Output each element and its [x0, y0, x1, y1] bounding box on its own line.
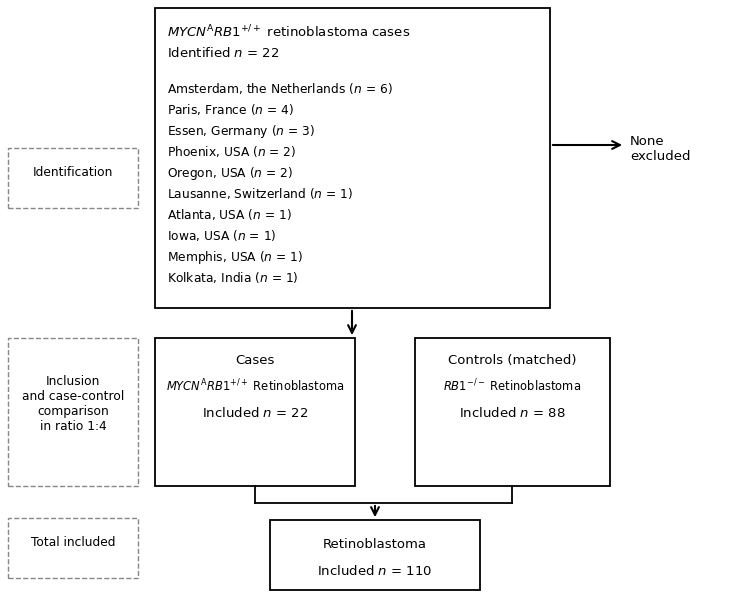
Text: Controls (matched): Controls (matched) — [448, 354, 576, 367]
Text: Retinoblastoma: Retinoblastoma — [323, 538, 427, 551]
Text: Oregon, USA ($\mathit{n}$ = 2): Oregon, USA ($\mathit{n}$ = 2) — [167, 165, 293, 182]
Text: Lausanne, Switzerland ($\mathit{n}$ = 1): Lausanne, Switzerland ($\mathit{n}$ = 1) — [167, 186, 353, 201]
Text: Memphis, USA ($\mathit{n}$ = 1): Memphis, USA ($\mathit{n}$ = 1) — [167, 249, 303, 266]
Text: Included $\mathit{n}$ = 22: Included $\mathit{n}$ = 22 — [202, 406, 308, 420]
Text: Inclusion
and case-control
comparison
in ratio 1:4: Inclusion and case-control comparison in… — [22, 375, 125, 433]
Bar — [8, 518, 138, 578]
Bar — [8, 148, 138, 208]
Text: Total included: Total included — [31, 536, 115, 549]
Text: Included $\mathit{n}$ = 88: Included $\mathit{n}$ = 88 — [459, 406, 566, 420]
Text: Phoenix, USA ($\mathit{n}$ = 2): Phoenix, USA ($\mathit{n}$ = 2) — [167, 144, 296, 159]
Text: $\mathit{RB1}^{-/-}$ Retinoblastoma: $\mathit{RB1}^{-/-}$ Retinoblastoma — [443, 378, 581, 394]
Text: $\mathit{MYCN}^{\mathrm{A}}\mathit{RB1}^{+/+}$ Retinoblastoma: $\mathit{MYCN}^{\mathrm{A}}\mathit{RB1}^… — [166, 378, 344, 394]
Bar — [270, 520, 480, 590]
Bar — [415, 338, 610, 486]
Bar — [155, 8, 550, 308]
Text: None
excluded: None excluded — [630, 135, 691, 163]
Text: Identified $\mathit{n}$ = 22: Identified $\mathit{n}$ = 22 — [167, 46, 279, 60]
Text: Amsterdam, the Netherlands ($\mathit{n}$ = 6): Amsterdam, the Netherlands ($\mathit{n}$… — [167, 81, 393, 96]
Text: Identification: Identification — [33, 166, 113, 179]
Bar — [8, 338, 138, 486]
Text: Included $\mathit{n}$ = 110: Included $\mathit{n}$ = 110 — [317, 564, 433, 578]
Text: Essen, Germany ($\mathit{n}$ = 3): Essen, Germany ($\mathit{n}$ = 3) — [167, 123, 315, 140]
Bar — [155, 338, 355, 486]
Text: $\mathit{MYCN}^{\mathrm{A}}\mathit{RB1}^{+/+}$ retinoblastoma cases: $\mathit{MYCN}^{\mathrm{A}}\mathit{RB1}^… — [167, 24, 410, 40]
Text: Kolkata, India ($\mathit{n}$ = 1): Kolkata, India ($\mathit{n}$ = 1) — [167, 270, 298, 285]
Text: Cases: Cases — [236, 354, 274, 367]
Text: Iowa, USA ($\mathit{n}$ = 1): Iowa, USA ($\mathit{n}$ = 1) — [167, 228, 277, 243]
Text: Paris, France ($\mathit{n}$ = 4): Paris, France ($\mathit{n}$ = 4) — [167, 102, 294, 117]
Text: Atlanta, USA ($\mathit{n}$ = 1): Atlanta, USA ($\mathit{n}$ = 1) — [167, 207, 292, 222]
